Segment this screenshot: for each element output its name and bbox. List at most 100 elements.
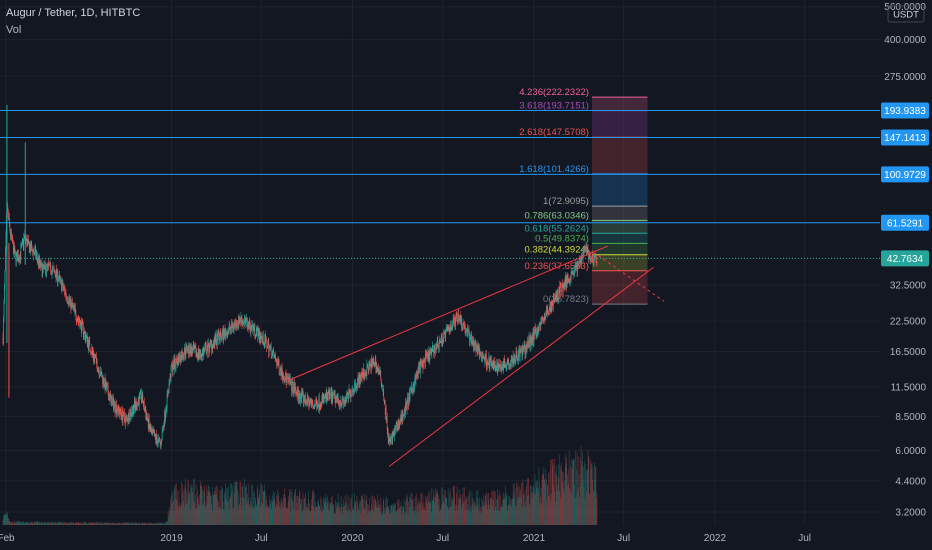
rising-wedge[interactable] [288, 245, 665, 467]
candle-body [573, 273, 574, 275]
volume-bar [188, 480, 189, 525]
volume-bar [403, 499, 405, 525]
volume-bar [186, 503, 187, 525]
candle-body [5, 235, 7, 252]
candle-body [265, 339, 267, 343]
candle-body [484, 357, 485, 362]
candle-body [405, 402, 406, 414]
time-axis[interactable]: Feb 2019 Jul 2020 Jul 2021 Jul 2022 Jul [0, 533, 811, 544]
volume-bar [260, 483, 262, 525]
volume-bar [65, 523, 66, 525]
candle-body [208, 350, 210, 352]
volume-bar [307, 507, 309, 525]
volume-bar [532, 486, 534, 525]
level-price-tag [881, 102, 929, 119]
volume-bar [226, 488, 227, 525]
volume-bar [218, 489, 220, 525]
volume-bar [329, 511, 330, 525]
volume-bar [221, 485, 222, 525]
candle-body [85, 337, 87, 340]
volume-indicator-label[interactable]: Vol [6, 24, 22, 36]
candle-body [306, 402, 307, 405]
candle-body [272, 350, 273, 353]
candle-body [282, 375, 284, 379]
candle-body [20, 247, 22, 258]
symbol-title[interactable]: Augur / Tether, 1D, HITBTC [6, 7, 141, 19]
candle-body [545, 316, 546, 319]
candle-body [274, 355, 276, 357]
candle-body [550, 306, 552, 309]
candle-body [586, 249, 588, 252]
candle-body [503, 361, 505, 371]
volume-bar [205, 501, 207, 525]
candle-body [35, 254, 37, 257]
volume-bar [171, 492, 173, 525]
candle-body [129, 412, 131, 421]
candle-body [516, 355, 518, 360]
candle-body [351, 395, 352, 396]
volume-bar [498, 510, 500, 525]
volume-bar [248, 498, 249, 525]
volume-bar [3, 515, 5, 525]
volume-bar [353, 510, 354, 525]
horizontal-levels[interactable] [0, 109, 880, 259]
candle-body [427, 353, 428, 359]
volume-bar [527, 496, 528, 525]
volume-bar [415, 496, 416, 525]
candle-body [298, 392, 300, 400]
volume-bar [325, 494, 327, 525]
volume-bar [287, 502, 289, 525]
volume-bar [113, 523, 115, 525]
candle-body [126, 416, 127, 418]
candle-body [380, 371, 382, 379]
price-tick-label: 560.0000 [884, 2, 926, 13]
volume-bar [522, 479, 524, 525]
candle-body [494, 366, 496, 370]
volume-bar [491, 491, 492, 525]
candle-body [112, 397, 114, 401]
candle-body [555, 296, 557, 298]
volume-bar [318, 503, 320, 525]
candle-body [430, 350, 431, 353]
candle-body [246, 317, 248, 320]
fib-level-label: 0.5(49.8374) [535, 233, 589, 244]
fib-level-label: 2.618(147.5708) [519, 127, 589, 138]
candle-body [170, 374, 171, 379]
candle-body [83, 331, 85, 335]
candle-body [139, 394, 140, 405]
volume-bar [471, 512, 472, 525]
candle-body [386, 418, 388, 431]
volume-bar [30, 523, 32, 525]
fib-extension[interactable]: 4.236(222.2322)3.618(193.7151)2.618(147.… [519, 87, 648, 305]
candle-body [23, 240, 24, 246]
candle-body [156, 439, 158, 445]
volume-bar [303, 498, 305, 525]
candle-body [271, 352, 273, 358]
volume-bar [342, 514, 343, 525]
candle-body [534, 329, 535, 335]
volume-bar [322, 497, 324, 525]
volume-bar [500, 504, 502, 525]
volume-bar [400, 506, 401, 525]
volume-bar [164, 522, 166, 525]
candle-body [242, 320, 244, 323]
price-axis[interactable]: 560.0000400.0000275.000032.500022.500016… [880, 0, 932, 550]
candle-body [217, 333, 219, 345]
volume-bar [205, 485, 207, 525]
volume-bar [450, 506, 451, 525]
volume-bar [513, 493, 514, 525]
volume-bar [380, 496, 382, 525]
volume-bar [204, 507, 206, 525]
candle-body [238, 316, 239, 326]
volume-bar [270, 509, 272, 525]
candle-body [72, 302, 73, 307]
candle-body [38, 258, 39, 266]
volume-bar [320, 496, 322, 525]
candle-body [51, 269, 53, 275]
candle-body [113, 404, 115, 409]
candle-body [253, 325, 254, 331]
volume-bar [566, 457, 567, 525]
volume-bar [420, 503, 421, 525]
